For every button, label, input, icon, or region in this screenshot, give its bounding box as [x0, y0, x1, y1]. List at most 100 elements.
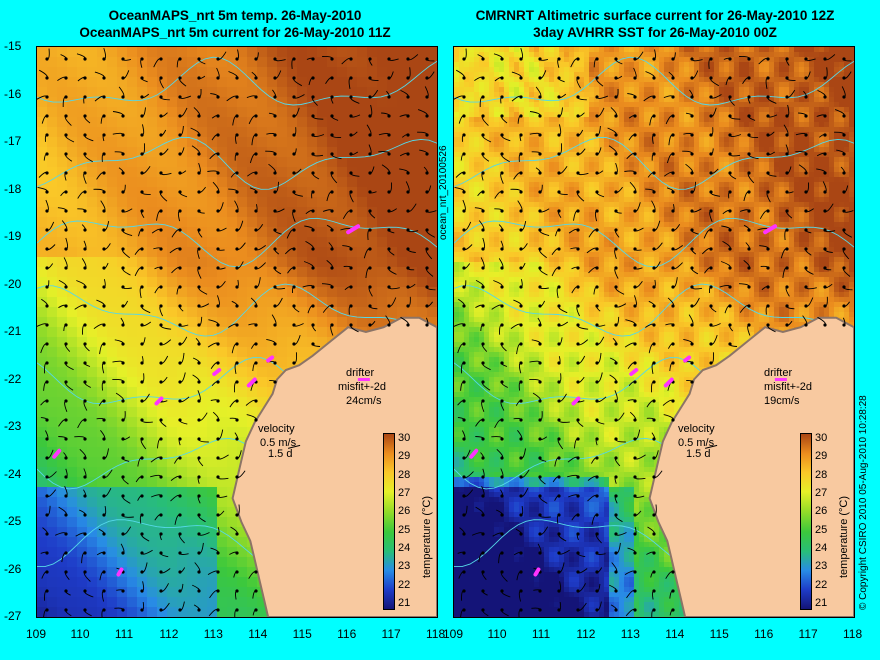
right-current-arrowhead [595, 380, 599, 384]
right-current-arrowhead [823, 228, 827, 232]
left-current-arrowhead [140, 399, 144, 403]
right-current-vectors [454, 47, 854, 617]
right-current-arrowhead [519, 380, 523, 384]
left-current-arrowhead [330, 209, 334, 213]
right-current-arrowhead [538, 190, 542, 194]
right-current-arrowhead [823, 57, 827, 61]
right-current-arrowhead [728, 114, 732, 118]
right-current-arrowhead [766, 323, 770, 327]
right-current-arrowhead [595, 133, 599, 137]
right-current-arrowhead [595, 171, 599, 175]
right-current-arrowhead [595, 456, 599, 460]
right-current-arrowhead [823, 190, 827, 194]
left-current-arrowhead [83, 570, 87, 574]
left-current-arrowhead [45, 380, 49, 384]
right-current-arrowhead [671, 323, 675, 327]
left-current-arrowhead [330, 57, 334, 61]
right-current-arrowhead [576, 551, 580, 555]
x-tick-label: 115 [709, 627, 729, 641]
left-current-arrowhead [159, 551, 163, 555]
right-current-arrowhead [557, 551, 561, 555]
left-current-arrowhead [102, 152, 106, 156]
colorbar-tick-label: 23 [815, 560, 828, 573]
left-current-arrowhead [121, 380, 125, 384]
right-velocity-duration: 1.5 d [686, 448, 711, 460]
x-tick-label: 109 [26, 627, 47, 641]
right-current-arrowhead [462, 551, 466, 555]
right-current-arrowhead [633, 437, 637, 441]
right-current-arrowhead [481, 342, 485, 346]
left-current-arrowhead [159, 171, 163, 175]
right-current-arrowhead [481, 323, 485, 327]
right-current-arrowhead [652, 114, 656, 118]
x-tick-label: 112 [576, 627, 596, 641]
left-current-arrowhead [235, 152, 239, 156]
left-current-arrowhead [178, 114, 182, 118]
left-current-arrowhead [368, 304, 372, 308]
left-current-arrowhead [102, 57, 106, 61]
right-current-arrowhead [804, 171, 808, 175]
right-current-arrowhead [614, 171, 618, 175]
left-current-arrowhead [45, 456, 49, 460]
right-current-arrowhead [823, 266, 827, 270]
left-current-arrowhead [102, 209, 106, 213]
right-current-arrowhead [709, 152, 713, 156]
left-current-arrowhead [121, 532, 125, 536]
right-current-arrowhead [633, 418, 637, 422]
left-current-arrowhead [216, 152, 220, 156]
right-drifter-track [469, 448, 479, 459]
left-current-arrowhead [83, 456, 87, 460]
right-current-arrowhead [538, 437, 542, 441]
right-current-arrowhead [614, 589, 618, 593]
left-current-arrowhead [216, 285, 220, 289]
left-current-arrowhead [159, 152, 163, 156]
left-velocity-legend-arrow [287, 444, 301, 449]
left-current-arrowhead [292, 76, 296, 80]
right-current-arrowhead [690, 247, 694, 251]
left-current-arrowhead [368, 285, 372, 289]
left-current-arrowhead [349, 266, 353, 270]
right-current-arrowhead [747, 76, 751, 80]
left-current-arrowhead [121, 475, 125, 479]
left-current-arrowhead [425, 152, 429, 156]
left-current-arrowhead [216, 304, 220, 308]
y-tick-label: -21 [4, 324, 22, 338]
left-current-arrowhead [140, 247, 144, 251]
colorbar-gradient [383, 433, 395, 610]
right-current-arrowhead [462, 399, 466, 403]
left-current-arrowhead [102, 551, 106, 555]
right-current-arrowhead [557, 152, 561, 156]
right-current-arrowhead [804, 114, 808, 118]
right-current-arrowhead [519, 589, 523, 593]
right-current-arrowhead [500, 304, 504, 308]
right-current-arrowhead [500, 266, 504, 270]
left-current-arrowhead [406, 133, 410, 137]
left-current-arrowhead [159, 266, 163, 270]
left-current-arrowhead [406, 247, 410, 251]
y-tick-label: -22 [4, 371, 22, 386]
y-tick-label: -15 [4, 39, 22, 53]
left-current-arrowhead [406, 57, 410, 61]
left-current-arrowhead [121, 228, 125, 232]
right-current-arrowhead [500, 95, 504, 99]
colorbar-tick-label: 30 [815, 432, 828, 444]
left-current-arrowhead [83, 171, 87, 175]
right-current-arrowhead [595, 361, 599, 365]
left-current-arrowhead [349, 323, 353, 327]
x-tick-label: 113 [203, 627, 223, 641]
left-current-arrowhead [197, 418, 201, 422]
left-current-arrowhead [197, 266, 201, 270]
right-current-arrowhead [842, 323, 846, 327]
right-current-arrowhead [785, 152, 789, 156]
left-drifter-label: drifter [346, 367, 375, 379]
left-current-arrowhead [159, 95, 163, 99]
right-current-arrowhead [500, 418, 504, 422]
left-current-arrowhead [273, 228, 277, 232]
right-current-arrowhead [652, 513, 656, 517]
left-current-arrowhead [45, 57, 49, 61]
left-current-arrowhead [216, 475, 220, 479]
left-current-arrowhead [254, 95, 258, 99]
right-current-arrowhead [614, 361, 618, 365]
left-current-arrowhead [425, 209, 429, 213]
colorbar-tick-label: 23 [398, 560, 411, 573]
